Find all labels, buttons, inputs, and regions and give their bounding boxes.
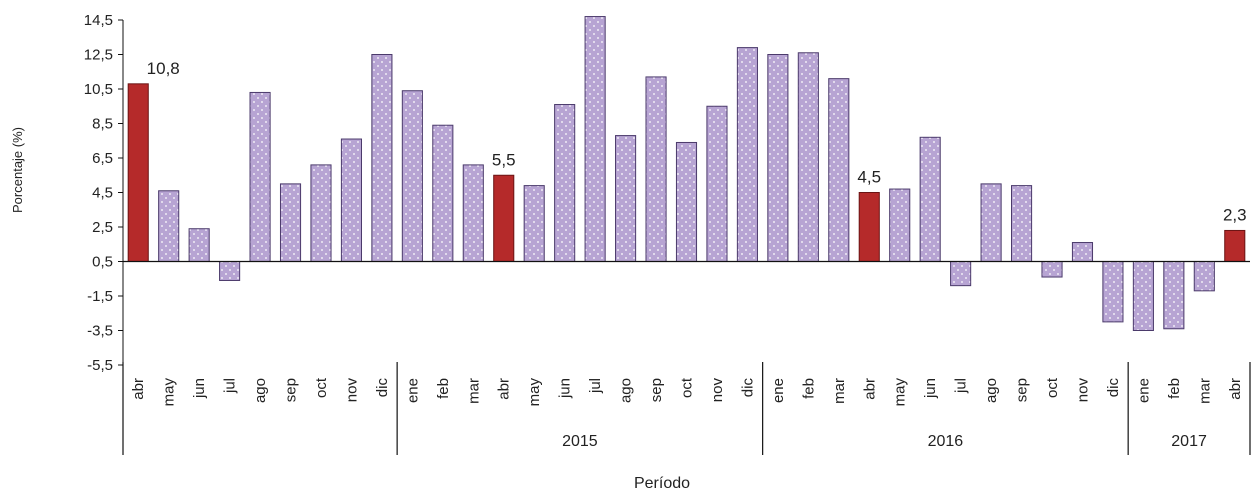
bar	[523, 185, 545, 263]
bar-highlighted	[127, 83, 149, 262]
bar	[645, 76, 667, 262]
x-tick-label: sep	[1014, 378, 1031, 402]
x-tick-label: abr	[130, 378, 147, 400]
bar	[279, 183, 302, 262]
x-tick-label: may	[892, 378, 909, 407]
y-tick-label: 14,5	[84, 12, 113, 29]
x-tick-label: may	[161, 378, 178, 407]
x-axis-label: Período	[634, 475, 690, 492]
bar	[310, 164, 332, 262]
y-tick-label: 4,5	[92, 185, 113, 202]
x-tick-label: ene	[770, 378, 787, 403]
x-tick-label: oct	[1044, 377, 1061, 398]
bar-highlighted	[493, 174, 515, 262]
bar-highlighted	[1224, 229, 1246, 262]
x-tick-label: sep	[283, 378, 300, 402]
x-tick-label: jul	[587, 378, 604, 394]
x-tick-label: mar	[831, 378, 848, 404]
x-tick-label: jul	[222, 378, 239, 394]
bar	[675, 141, 698, 263]
bar	[736, 47, 758, 262]
y-tick-label: 0,5	[92, 254, 113, 271]
x-tick-label: nov	[709, 378, 726, 403]
bar	[919, 136, 941, 262]
bar	[1163, 261, 1185, 330]
bar	[950, 261, 972, 287]
data-label: 10,8	[147, 59, 180, 78]
year-label: 2015	[562, 433, 598, 450]
x-tick-label: sep	[648, 378, 665, 402]
x-tick-label: dic	[1105, 378, 1122, 398]
bar	[554, 104, 576, 263]
x-tick-label: feb	[1166, 378, 1183, 399]
data-labels: 10,8 5,5 4,5 2,3	[147, 59, 1247, 225]
x-tick-label: dic	[374, 378, 391, 398]
bar	[1041, 261, 1063, 278]
x-tick-label: ago	[618, 378, 635, 403]
bar	[1102, 261, 1124, 323]
y-tick-label: 10,5	[84, 81, 113, 98]
x-tick-label: abr	[861, 378, 878, 400]
y-tick-label: -3,5	[87, 323, 113, 340]
x-tick-label: may	[526, 378, 543, 407]
x-tick-label: abr	[496, 378, 513, 400]
bar	[371, 54, 393, 262]
bar	[980, 183, 1002, 262]
bar	[797, 52, 819, 263]
x-tick-label: nov	[343, 378, 360, 403]
x-axis: abr may jun jul ago sep oct nov dic ene feb mar abr m…	[122, 260, 1251, 455]
y-tick-label: -5,5	[87, 357, 113, 374]
bar	[340, 138, 362, 262]
x-tick-label: jun	[557, 378, 574, 399]
bar	[1011, 185, 1033, 263]
x-tick-label: ago	[252, 378, 269, 403]
x-tick-label: mar	[465, 378, 482, 404]
x-tick-label: oct	[313, 377, 330, 398]
bar	[249, 91, 271, 262]
x-tick-label: feb	[800, 378, 817, 399]
data-label: 5,5	[492, 150, 516, 169]
x-tick-label: jun	[922, 378, 939, 399]
bar	[432, 124, 454, 262]
year-label: 2016	[928, 433, 964, 450]
bar-highlighted	[858, 192, 880, 262]
bar	[1132, 261, 1154, 331]
x-tick-label: abr	[1227, 378, 1244, 400]
x-tick-label: jun	[191, 378, 208, 399]
y-tick-label: -1,5	[87, 288, 113, 305]
bar	[584, 16, 606, 262]
y-tick-label: 12,5	[84, 47, 113, 64]
bars	[127, 16, 1246, 331]
bar	[615, 135, 637, 262]
y-tick-label: 8,5	[92, 116, 113, 133]
bar	[462, 164, 484, 262]
bar	[188, 228, 210, 263]
year-label: 2017	[1171, 433, 1207, 450]
bar	[706, 105, 728, 262]
y-axis-label: Porcentaje (%)	[10, 127, 25, 213]
data-label: 2,3	[1223, 205, 1247, 224]
x-tick-label: jul	[953, 378, 970, 394]
y-tick-label: 6,5	[92, 150, 113, 167]
bar	[401, 90, 423, 262]
bar	[828, 78, 850, 263]
x-tick-label: dic	[739, 378, 756, 398]
y-tick-label: 2,5	[92, 219, 113, 236]
bar	[1071, 242, 1094, 262]
data-label: 4,5	[857, 168, 881, 187]
bar	[889, 188, 911, 262]
x-tick-label: feb	[435, 378, 452, 399]
bar	[219, 261, 241, 281]
bar	[1193, 261, 1215, 292]
x-tick-label: oct	[679, 377, 696, 398]
x-tick-label: nov	[1074, 378, 1091, 403]
y-axis: 14,5 12,5 10,5 8,5 6,5 4,5 2,5 0,5 -1,5 -3,5 -5,5	[84, 12, 124, 374]
x-tick-label: ene	[1135, 378, 1152, 403]
x-tick-label: mar	[1196, 378, 1213, 404]
x-tick-label: ene	[404, 378, 421, 403]
bar	[767, 54, 789, 262]
x-tick-label: ago	[983, 378, 1000, 403]
bar	[158, 190, 180, 262]
